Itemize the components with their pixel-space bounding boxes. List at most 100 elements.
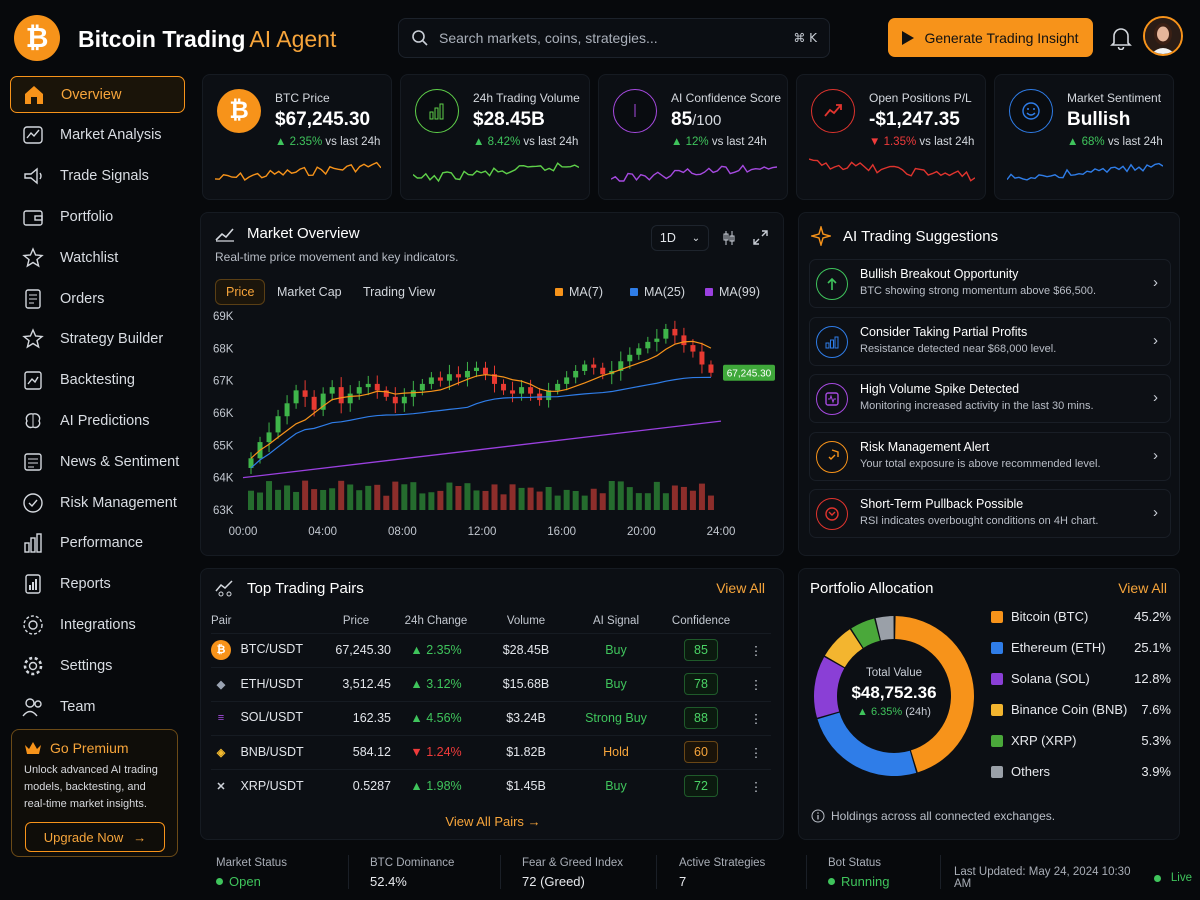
volume-bar [554, 495, 561, 510]
team-icon [22, 696, 44, 718]
donut-slice [875, 616, 894, 641]
volume-bar [329, 488, 336, 510]
row-menu-icon[interactable]: ⋮ [741, 632, 771, 667]
sidebar-item-team[interactable]: Team [10, 688, 185, 725]
sidebar-item-market-analysis[interactable]: Market Analysis [10, 117, 185, 154]
expand-icon[interactable] [753, 230, 768, 245]
ma7-line [250, 340, 712, 459]
user-avatar[interactable] [1143, 16, 1183, 56]
pair-cell: ≡ SOL/USDT [211, 700, 321, 735]
ai-suggestions-card: AI Trading Suggestions Bullish Breakout … [798, 212, 1180, 556]
suggestion-item[interactable]: High Volume Spike Detected Monitoring inc… [809, 374, 1171, 423]
ai-suggestions-title: AI Trading Suggestions [811, 226, 998, 246]
search-bar[interactable]: ⌘ K [398, 18, 830, 58]
candle [374, 383, 380, 391]
table-row[interactable]: ◈ BNB/USDT 584.12 ▼ 1.24% $1.82B Hold 60 ⋮ [211, 734, 771, 769]
signal-cell: Buy [571, 666, 661, 701]
sidebar-item-ai-predictions[interactable]: AI Predictions [10, 402, 185, 439]
suggestion-item[interactable]: Short-Term Pullback Possible RSI indicate… [809, 489, 1171, 538]
sidebar-item-label: Settings [60, 657, 113, 674]
sidebar-item-strategy-builder[interactable]: Strategy Builder [10, 321, 185, 358]
sidebar-item-risk-management[interactable]: Risk Management [10, 484, 185, 521]
row-menu-icon[interactable]: ⋮ [741, 666, 771, 701]
generate-insight-button[interactable]: Generate Trading Insight [888, 18, 1093, 57]
allocation-name: Others [1011, 764, 1051, 779]
volume-bar [446, 482, 453, 510]
allocation-pct: 25.1% [1134, 640, 1171, 655]
sidebar-item-orders[interactable]: Orders [10, 280, 185, 317]
volume-bar [302, 480, 309, 510]
table-row[interactable]: ◆ ETH/USDT 3,512.45 ▲ 3.12% $15.68B Buy 78 ⋮ [211, 666, 771, 701]
sentiment-icon [1009, 89, 1053, 133]
view-all-pairs-link[interactable]: View All Pairs → [445, 814, 541, 829]
volume-bar [320, 489, 327, 510]
allocation-pct: 5.3% [1141, 733, 1171, 748]
sidebar-item-trade-signals[interactable]: Trade Signals [10, 158, 185, 195]
suggestion-item[interactable]: Consider Taking Partial Profits Resistanc… [809, 316, 1171, 366]
chevron-right-icon: › [1153, 331, 1158, 349]
sidebar-item-news-sentiment[interactable]: News & Sentiment [10, 443, 185, 480]
candle [546, 390, 552, 401]
volume-cell: $1.45B [481, 768, 571, 803]
candle [437, 377, 443, 381]
search-input[interactable] [439, 30, 794, 46]
price-cell: 584.12 [321, 734, 391, 769]
row-menu-icon[interactable]: ⋮ [741, 734, 771, 769]
allocation-legend-item: Ethereum (ETH) 25.1% [991, 640, 1171, 655]
confidence-cell: 78 [661, 666, 741, 701]
confidence-cell: 88 [661, 700, 741, 735]
candle-settings-icon[interactable] [721, 230, 737, 246]
sidebar-item-label: Orders [60, 290, 105, 307]
suggestion-item[interactable]: Risk Management Alert Your total exposure… [809, 431, 1171, 481]
last-price-label: 67,245.30 [727, 369, 772, 380]
timeframe-select[interactable]: 1D ⌄ [651, 225, 709, 251]
sidebar-item-backtesting[interactable]: Backtesting [10, 362, 185, 399]
column-header: 24h Change [404, 614, 468, 627]
sidebar-item-performance[interactable]: Performance [10, 525, 185, 562]
volume-bar [680, 486, 687, 510]
table-row[interactable]: ≡ SOL/USDT 162.35 ▲ 4.56% $3.24B Strong Buy 8… [211, 700, 771, 735]
sidebar-item-integrations[interactable]: Integrations [10, 606, 185, 643]
allocation-legend-item: Others 3.9% [991, 764, 1171, 779]
volume-bar [410, 482, 417, 510]
suggestion-item[interactable]: Bullish Breakout Opportunity BTC showing … [809, 259, 1171, 308]
candle [383, 390, 389, 397]
sparkline [611, 164, 777, 182]
donut-center: Total Value $48,752.36 ▲ 6.35% (24h) [851, 667, 937, 718]
sidebar-item-label: AI Predictions [60, 412, 150, 429]
sidebar-item-reports[interactable]: Reports [10, 566, 185, 603]
tab-price[interactable]: Price [215, 279, 266, 305]
active-strategies: Active Strategies 7 [679, 857, 766, 889]
pairs-view-all-link[interactable]: View All [716, 580, 765, 596]
portfolio-view-all-link[interactable]: View All [1118, 580, 1167, 596]
allocation-name: Bitcoin (BTC) [1011, 609, 1089, 624]
table-row[interactable]: ✕ XRP/USDT 0.5287 ▲ 1.98% $1.45B Buy 72 ⋮ [211, 768, 771, 803]
suggestion-desc: Resistance detected near $68,000 level. [860, 342, 1057, 355]
row-menu-icon[interactable]: ⋮ [741, 768, 771, 803]
candle [419, 383, 425, 391]
upgrade-button[interactable]: Upgrade Now → [25, 822, 165, 852]
allocation-name: Solana (SOL) [1011, 671, 1090, 686]
tab-trading-view[interactable]: Trading View [363, 285, 436, 299]
table-row[interactable]: ₿ BTC/USDT 67,245.30 ▲ 2.35% $28.45B Buy 85 ⋮ [211, 632, 771, 667]
sidebar-item-label: Performance [60, 535, 144, 552]
candle [564, 377, 570, 384]
bell-icon[interactable] [1110, 26, 1132, 50]
eth-coin-icon: ◆ [216, 678, 226, 691]
sidebar-item-overview[interactable]: Overview [10, 76, 185, 113]
candle [492, 374, 498, 384]
candle [573, 370, 579, 378]
tab-market-cap[interactable]: Market Cap [277, 285, 342, 299]
suggestion-title: Consider Taking Partial Profits [860, 324, 1028, 339]
sidebar-item-watchlist[interactable]: Watchlist [10, 239, 185, 276]
bnb-coin-icon: ◈ [216, 746, 226, 759]
sidebar-item-settings[interactable]: Settings [10, 647, 185, 684]
candle [690, 345, 696, 352]
row-menu-icon[interactable]: ⋮ [741, 700, 771, 735]
sidebar-item-portfolio[interactable]: Portfolio [10, 198, 185, 235]
volume-bar [563, 489, 570, 510]
donut-slice [824, 629, 863, 668]
sol-coin-icon: ≡ [217, 712, 225, 724]
volume-bar [662, 493, 669, 510]
